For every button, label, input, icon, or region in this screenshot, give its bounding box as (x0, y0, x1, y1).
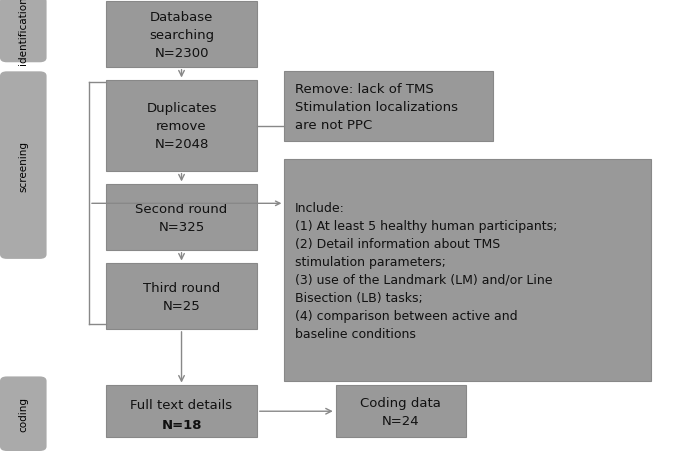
Text: Remove: lack of TMS
Stimulation localizations
are not PPC: Remove: lack of TMS Stimulation localiza… (295, 83, 458, 132)
Text: Full text details: Full text details (130, 398, 233, 411)
FancyBboxPatch shape (284, 160, 651, 381)
Text: N=18: N=18 (161, 419, 202, 432)
Text: Coding data
N=24: Coding data N=24 (360, 396, 441, 427)
Text: coding: coding (18, 396, 28, 431)
FancyBboxPatch shape (0, 72, 47, 259)
Text: Second round
N=325: Second round N=325 (136, 202, 227, 233)
FancyBboxPatch shape (0, 377, 47, 451)
FancyBboxPatch shape (106, 185, 257, 250)
Text: Include:
(1) At least 5 healthy human participants;
(2) Detail information about: Include: (1) At least 5 healthy human pa… (295, 201, 557, 340)
Text: Database
searching
N=2300: Database searching N=2300 (149, 10, 214, 60)
FancyBboxPatch shape (106, 2, 257, 68)
FancyBboxPatch shape (336, 386, 466, 437)
FancyBboxPatch shape (284, 72, 493, 142)
FancyBboxPatch shape (0, 0, 47, 63)
Text: Duplicates
remove
N=2048: Duplicates remove N=2048 (147, 102, 216, 151)
FancyBboxPatch shape (106, 264, 257, 329)
Text: screening: screening (18, 140, 28, 191)
Text: Third round
N=25: Third round N=25 (143, 281, 220, 312)
Text: identification: identification (18, 0, 28, 65)
FancyBboxPatch shape (106, 386, 257, 437)
FancyBboxPatch shape (106, 81, 257, 171)
